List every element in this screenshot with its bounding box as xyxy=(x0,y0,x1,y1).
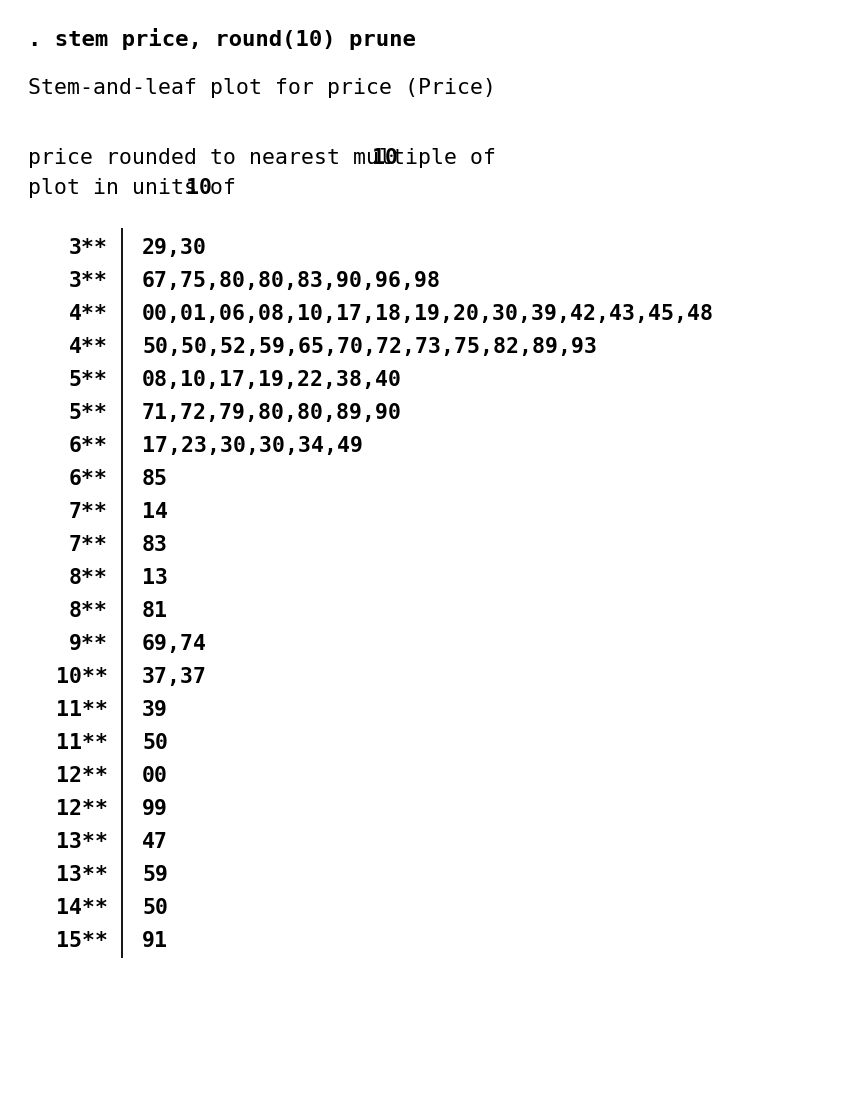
Text: 13: 13 xyxy=(142,568,168,588)
Text: 59: 59 xyxy=(142,865,168,885)
Text: 71,72,79,80,80,89,90: 71,72,79,80,80,89,90 xyxy=(142,403,402,423)
Text: price rounded to nearest multiple of: price rounded to nearest multiple of xyxy=(28,148,509,168)
Text: 5**: 5** xyxy=(69,370,108,390)
Text: 85: 85 xyxy=(142,469,168,489)
Text: 10**: 10** xyxy=(56,667,108,687)
Text: 14**: 14** xyxy=(56,897,108,919)
Text: . stem price, round(10) prune: . stem price, round(10) prune xyxy=(28,28,416,50)
Text: 12**: 12** xyxy=(56,766,108,786)
Text: 5**: 5** xyxy=(69,403,108,423)
Text: 91: 91 xyxy=(142,931,168,951)
Text: 37,37: 37,37 xyxy=(142,667,207,687)
Text: 67,75,80,80,83,90,96,98: 67,75,80,80,83,90,96,98 xyxy=(142,271,441,291)
Text: 11**: 11** xyxy=(56,700,108,720)
Text: 00: 00 xyxy=(142,766,168,786)
Text: 17,23,30,30,34,49: 17,23,30,30,34,49 xyxy=(142,437,363,456)
Text: 14: 14 xyxy=(142,502,168,522)
Text: 50: 50 xyxy=(142,733,168,753)
Text: 10: 10 xyxy=(186,178,212,198)
Text: 8**: 8** xyxy=(69,601,108,620)
Text: 47: 47 xyxy=(142,832,168,852)
Text: 6**: 6** xyxy=(69,437,108,456)
Text: 15**: 15** xyxy=(56,931,108,951)
Text: 39: 39 xyxy=(142,700,168,720)
Text: 7**: 7** xyxy=(69,535,108,555)
Text: 10: 10 xyxy=(372,148,398,168)
Text: 11**: 11** xyxy=(56,733,108,753)
Text: 13**: 13** xyxy=(56,865,108,885)
Text: 81: 81 xyxy=(142,601,168,620)
Text: 29,30: 29,30 xyxy=(142,238,207,258)
Text: 8**: 8** xyxy=(69,568,108,588)
Text: 50,50,52,59,65,70,72,73,75,82,89,93: 50,50,52,59,65,70,72,73,75,82,89,93 xyxy=(142,337,597,357)
Text: 3**: 3** xyxy=(69,238,108,258)
Text: 99: 99 xyxy=(142,799,168,819)
Text: 12**: 12** xyxy=(56,799,108,819)
Text: 3**: 3** xyxy=(69,271,108,291)
Text: Stem-and-leaf plot for price (Price): Stem-and-leaf plot for price (Price) xyxy=(28,78,496,98)
Text: plot in units of: plot in units of xyxy=(28,178,249,198)
Text: 83: 83 xyxy=(142,535,168,555)
Text: 50: 50 xyxy=(142,897,168,919)
Text: 08,10,17,19,22,38,40: 08,10,17,19,22,38,40 xyxy=(142,370,402,390)
Text: 69,74: 69,74 xyxy=(142,634,207,654)
Text: 7**: 7** xyxy=(69,502,108,522)
Text: 6**: 6** xyxy=(69,469,108,489)
Text: 4**: 4** xyxy=(69,337,108,357)
Text: 9**: 9** xyxy=(69,634,108,654)
Text: 13**: 13** xyxy=(56,832,108,852)
Text: 00,01,06,08,10,17,18,19,20,30,39,42,43,45,48: 00,01,06,08,10,17,18,19,20,30,39,42,43,4… xyxy=(142,304,714,324)
Text: 4**: 4** xyxy=(69,304,108,324)
